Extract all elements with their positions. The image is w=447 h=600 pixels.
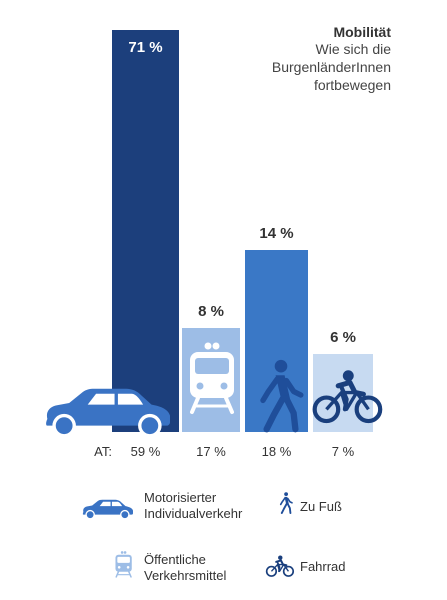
bar-value-label: 71 %	[128, 39, 162, 56]
bar-zu-fuss	[245, 250, 308, 432]
walker-icon	[279, 492, 293, 515]
bar-motorisiert	[112, 30, 179, 432]
bicycle-icon	[312, 370, 383, 424]
legend-label: Motorisierter	[144, 490, 217, 505]
bars-layer	[112, 30, 373, 432]
chart-title: Mobilität	[333, 24, 391, 40]
train-icon	[190, 342, 234, 414]
reference-value-label: 17 %	[196, 444, 226, 459]
reference-value-label: 7 %	[332, 444, 355, 459]
bar-value-label: 8 %	[198, 303, 224, 320]
bar-value-label: 6 %	[330, 329, 356, 346]
legend-label: Individualverkehr	[144, 506, 243, 521]
walker-icon	[260, 359, 304, 433]
bicycle-icon	[265, 555, 295, 577]
legend-label: Öffentliche	[144, 552, 206, 567]
car-icon	[46, 388, 170, 438]
legend-label: Verkehrsmittel	[144, 568, 226, 583]
reference-value-label: 18 %	[262, 444, 292, 459]
reference-layer: AT: 59 % 17 % 18 % 7 %	[94, 444, 354, 459]
reference-prefix: AT:	[94, 444, 112, 459]
labels-layer: 71 % 8 % 14 % 6 %	[128, 39, 356, 346]
legend-item-zu-fuss: Zu Fuß	[279, 492, 342, 515]
bar-value-label: 14 %	[259, 225, 293, 242]
chart-subtitle: Wie sich die BurgenländerInnen fortbeweg…	[271, 41, 391, 93]
legend-label: Zu Fuß	[300, 499, 342, 514]
legend-label: Fahrrad	[300, 559, 346, 574]
chart-title-block: Mobilität Wie sich die BurgenländerInnen…	[261, 24, 391, 94]
reference-value-label: 59 %	[131, 444, 161, 459]
icons-layer	[46, 342, 383, 438]
train-icon	[115, 551, 132, 578]
car-icon	[82, 499, 133, 520]
legend-item-fahrrad: Fahrrad	[265, 555, 346, 577]
